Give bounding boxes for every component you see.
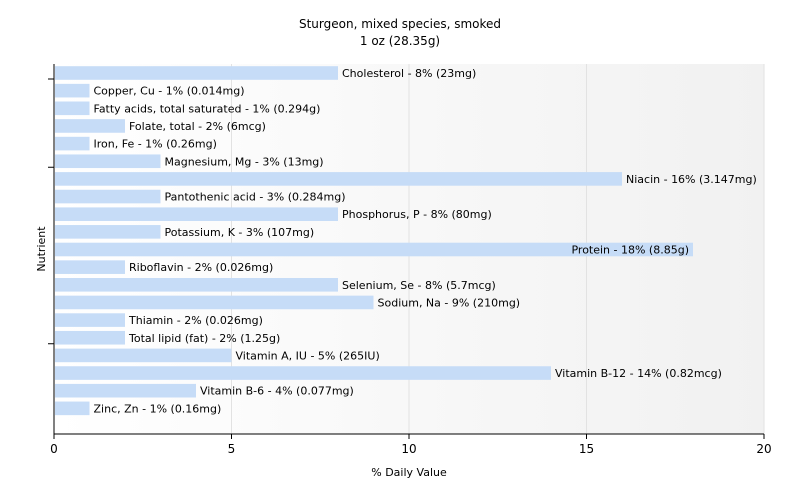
- bar-label: Magnesium, Mg - 3% (13mg): [165, 155, 324, 168]
- bar: [55, 383, 196, 398]
- bar-label: Riboflavin - 2% (0.026mg): [129, 261, 273, 274]
- bar-label: Total lipid (fat) - 2% (1.25g): [128, 332, 280, 345]
- bar: [55, 172, 622, 186]
- x-tick-label: 0: [50, 442, 58, 456]
- bars: Cholesterol - 8% (23mg) Copper, Cu - 1% (…: [55, 66, 757, 415]
- x-tick-label: 20: [756, 442, 771, 456]
- chart-subtitle: 1 oz (28.35g): [360, 34, 440, 48]
- bar: [55, 401, 90, 416]
- bar: [55, 260, 125, 274]
- bar: [55, 119, 125, 133]
- bar-label: Potassium, K - 3% (107mg): [165, 226, 315, 239]
- bar: [55, 313, 125, 327]
- bar: [55, 136, 90, 151]
- bar: [55, 295, 374, 310]
- bar: [55, 225, 161, 239]
- bar: [55, 330, 125, 345]
- bar-label: Fatty acids, total saturated - 1% (0.294…: [94, 102, 321, 115]
- bar-label: Copper, Cu - 1% (0.014mg): [94, 85, 245, 98]
- x-tick-label: 10: [401, 442, 416, 456]
- bar-label: Thiamin - 2% (0.026mg): [128, 314, 263, 327]
- bar: [55, 207, 338, 221]
- bar: [55, 189, 161, 204]
- y-axis-title: Nutrient: [35, 226, 48, 272]
- chart-title: Sturgeon, mixed species, smoked: [299, 17, 501, 31]
- bar-label: Vitamin B-6 - 4% (0.077mg): [200, 385, 354, 398]
- bar-label: Zinc, Zn - 1% (0.16mg): [94, 402, 222, 415]
- bar-label: Vitamin B-12 - 14% (0.82mcg): [555, 367, 722, 380]
- bar: [55, 154, 161, 169]
- x-tick-label: 5: [228, 442, 236, 456]
- bar-label: Folate, total - 2% (6mcg): [129, 120, 266, 133]
- bar-label: Sodium, Na - 9% (210mg): [378, 296, 521, 309]
- x-axis-title: % Daily Value: [371, 466, 447, 479]
- axes: 0 5 10 15 20: [48, 64, 772, 456]
- bar-label: Vitamin A, IU - 5% (265IU): [236, 349, 380, 362]
- bar-label: Niacin - 16% (3.147mg): [626, 173, 757, 186]
- bar-label: Pantothenic acid - 3% (0.284mg): [165, 191, 346, 204]
- bar: [55, 278, 338, 292]
- bar: [55, 366, 551, 380]
- bar: [55, 83, 90, 98]
- bar-label: Iron, Fe - 1% (0.26mg): [94, 138, 217, 151]
- bar: [55, 242, 693, 257]
- bar: [55, 101, 90, 116]
- x-tick-label: 15: [579, 442, 594, 456]
- bar-label: Selenium, Se - 8% (5.7mcg): [342, 279, 496, 292]
- bar: [55, 66, 338, 80]
- bar-label: Phosphorus, P - 8% (80mg): [342, 208, 492, 221]
- bar-label: Protein - 18% (8.85g): [571, 244, 689, 257]
- bar-label: Cholesterol - 8% (23mg): [342, 67, 476, 80]
- bar: [55, 348, 232, 363]
